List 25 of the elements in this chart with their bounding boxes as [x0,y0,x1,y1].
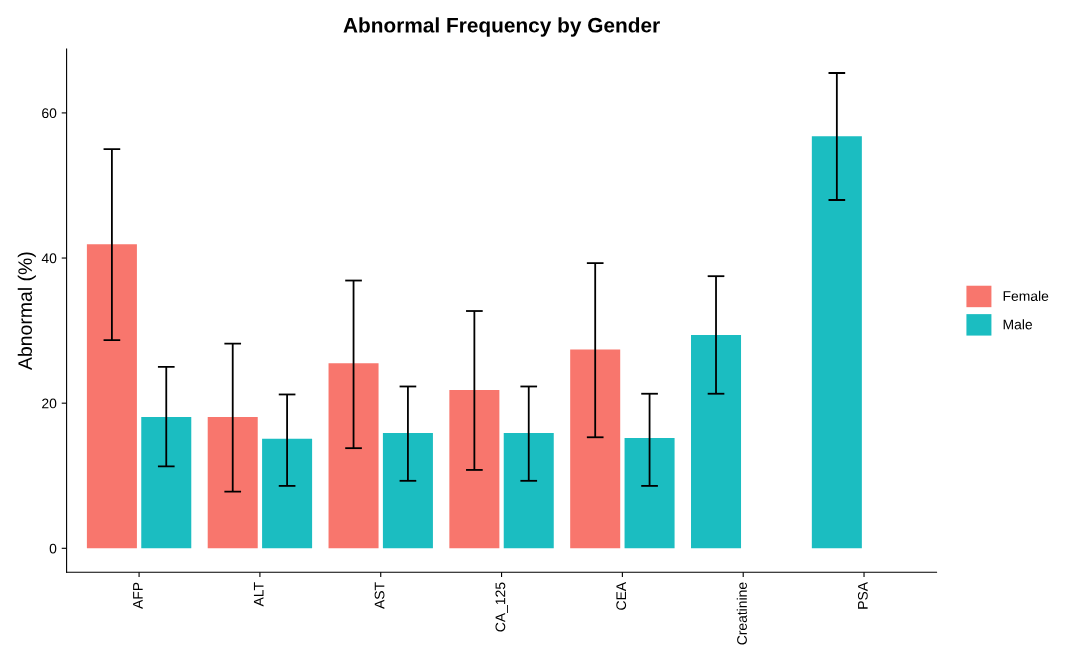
x-tick-label: CA_125 [495,582,508,632]
x-tick-label: AST [374,582,385,609]
bar [624,438,675,549]
legend-label: Female [1003,290,1049,301]
x-tick-label: AFP [133,582,143,609]
legend-label: Male [1003,319,1033,330]
bar [86,244,137,549]
x-tick-label: Creatinine [736,582,747,645]
y-tick-label: 40 [41,253,57,264]
chart-title: Abnormal Frequency by Gender [343,17,660,37]
bar [449,390,500,549]
y-tick-label: 60 [42,108,57,119]
x-tick-label: ALT [253,582,264,607]
bar [328,363,379,549]
bar [141,416,192,549]
bar [262,438,313,549]
x-tick-label: CEA [616,582,627,610]
y-tick-label: 20 [42,398,57,409]
bar [570,349,621,549]
bar [382,432,433,549]
bar [207,416,258,549]
x-tick-label: PSA [857,582,868,609]
y-tick-label: 0 [49,543,57,554]
bar [503,432,554,549]
y-axis-title: Abnormal (%) [17,252,36,371]
